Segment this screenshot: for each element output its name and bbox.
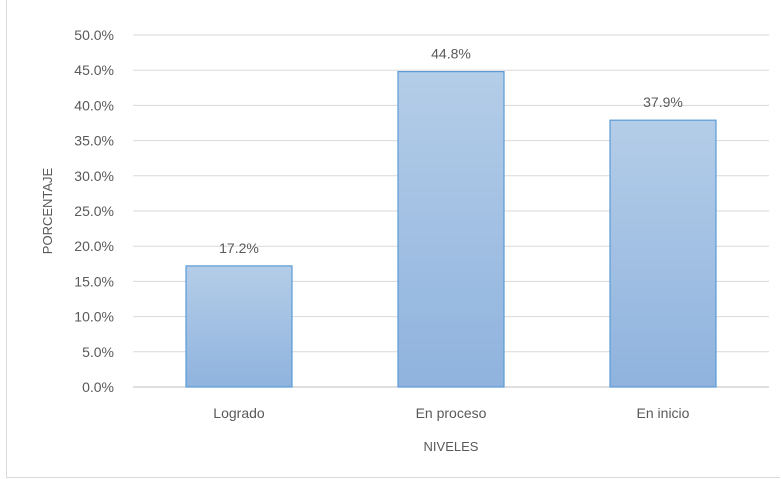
data-labels: 17.2% 44.8% 37.9%	[219, 46, 683, 256]
y-tick-label: 25.0%	[74, 203, 114, 219]
x-axis-ticks: Logrado En proceso En inicio	[213, 405, 689, 421]
y-tick-label: 10.0%	[74, 309, 114, 325]
y-axis-ticks: 0.0% 5.0% 10.0% 15.0% 20.0% 25.0% 30.0% 35.0% 40…	[74, 27, 114, 395]
bar-logrado	[185, 265, 293, 388]
bar-en-inicio	[609, 119, 717, 388]
data-label: 44.8%	[431, 46, 471, 62]
bar-en-proceso	[397, 71, 505, 388]
y-tick-label: 15.0%	[74, 273, 114, 289]
y-axis-title: PORCENTAJE	[40, 167, 55, 254]
y-tick-label: 0.0%	[82, 379, 114, 395]
y-tick-label: 45.0%	[74, 62, 114, 78]
x-tick-label: En proceso	[416, 405, 487, 421]
y-tick-label: 50.0%	[74, 27, 114, 43]
y-tick-label: 35.0%	[74, 133, 114, 149]
y-tick-label: 20.0%	[74, 238, 114, 254]
x-axis-title: NIVELES	[424, 439, 479, 454]
x-tick-label: En inicio	[637, 405, 690, 421]
y-tick-label: 30.0%	[74, 168, 114, 184]
y-tick-label: 5.0%	[82, 344, 114, 360]
bars	[185, 71, 717, 388]
data-label: 37.9%	[643, 94, 683, 110]
data-label: 17.2%	[219, 240, 259, 256]
y-tick-label: 40.0%	[74, 97, 114, 113]
x-tick-label: Logrado	[213, 405, 265, 421]
